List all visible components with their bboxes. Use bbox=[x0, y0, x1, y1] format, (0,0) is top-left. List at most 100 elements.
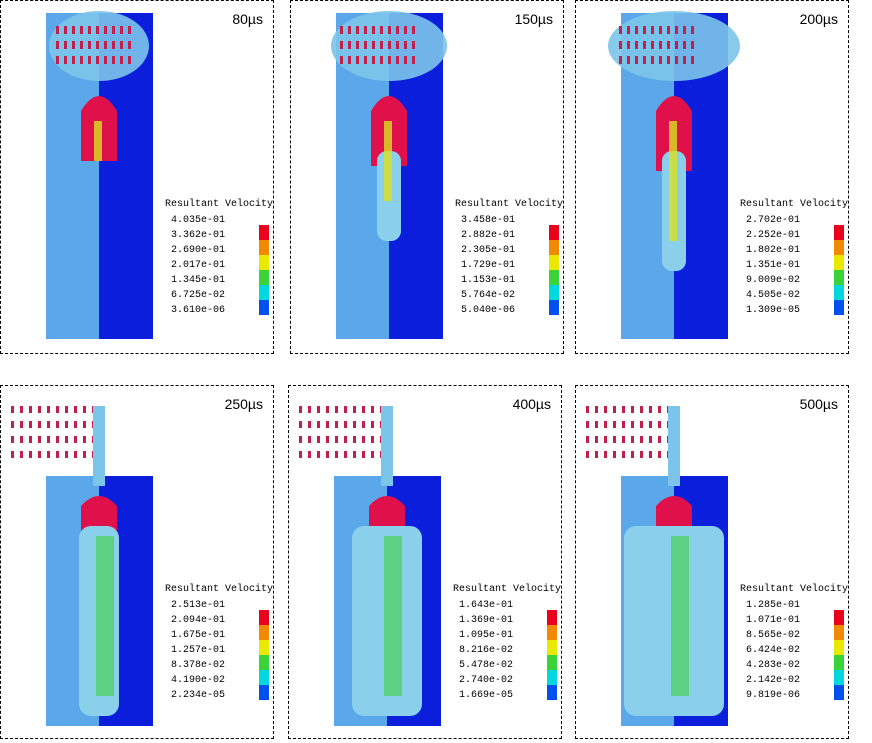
fragment bbox=[128, 41, 131, 49]
legend-title: Resultant Velocity bbox=[455, 199, 564, 210]
legend-value: 4.190e-02 bbox=[171, 675, 226, 686]
fragment bbox=[627, 26, 630, 34]
fragment bbox=[396, 26, 399, 34]
legend-swatch bbox=[549, 270, 559, 285]
fragment bbox=[326, 421, 329, 428]
fragment bbox=[65, 421, 68, 428]
fragment bbox=[356, 56, 359, 64]
velocity-core bbox=[669, 121, 677, 241]
fragment bbox=[83, 436, 86, 443]
legend-swatch bbox=[259, 270, 269, 285]
fragment bbox=[667, 56, 670, 64]
sim-panel: 80µs Resultant Velocity 4.035e-01 3.362e-01… bbox=[0, 0, 274, 354]
legend-swatch bbox=[259, 255, 269, 270]
fragment bbox=[353, 451, 356, 458]
sim-image bbox=[46, 11, 269, 339]
fragment bbox=[353, 421, 356, 428]
fragment bbox=[56, 421, 59, 428]
fragment bbox=[340, 41, 343, 49]
legend-value: 2.740e-02 bbox=[459, 675, 514, 686]
fragment bbox=[88, 41, 91, 49]
fragment bbox=[396, 56, 399, 64]
sim-image bbox=[331, 11, 559, 339]
sim-panel: 400µs Resultant Velocity 1.643e-01 1.369e-0… bbox=[288, 385, 562, 739]
fragment bbox=[651, 56, 654, 64]
fragment bbox=[372, 41, 375, 49]
fragment bbox=[619, 56, 622, 64]
fragment bbox=[658, 436, 661, 443]
legend-value: 1.153e-01 bbox=[461, 275, 516, 286]
legend-value: 1.309e-05 bbox=[746, 305, 801, 316]
projectile bbox=[81, 496, 117, 536]
legend-swatch bbox=[547, 655, 557, 670]
legend-swatch bbox=[549, 285, 559, 300]
fragment bbox=[396, 41, 399, 49]
fragment bbox=[335, 451, 338, 458]
fragment bbox=[412, 56, 415, 64]
fragment bbox=[595, 421, 598, 428]
legend-value: 1.729e-01 bbox=[461, 260, 516, 271]
fragment bbox=[631, 451, 634, 458]
fragment bbox=[353, 436, 356, 443]
legend-value: 4.505e-02 bbox=[746, 290, 801, 301]
fragment bbox=[64, 56, 67, 64]
fragment bbox=[29, 436, 32, 443]
fragment bbox=[335, 421, 338, 428]
legend-swatch bbox=[834, 255, 844, 270]
legend-value: 2.142e-02 bbox=[746, 675, 801, 686]
fragment bbox=[658, 406, 661, 413]
legend-value: 1.351e-01 bbox=[746, 260, 801, 271]
legend-value: 2.252e-01 bbox=[746, 230, 801, 241]
legend-swatch bbox=[547, 685, 557, 700]
fragment bbox=[56, 56, 59, 64]
fragment bbox=[683, 26, 686, 34]
sim-image bbox=[608, 11, 844, 339]
fragment bbox=[348, 41, 351, 49]
legend-swatch bbox=[259, 285, 269, 300]
fragment bbox=[335, 436, 338, 443]
fragment bbox=[11, 421, 14, 428]
fragment bbox=[586, 406, 589, 413]
fragment bbox=[371, 421, 374, 428]
fragment bbox=[364, 56, 367, 64]
fragment bbox=[640, 451, 643, 458]
fragment bbox=[651, 26, 654, 34]
fragment bbox=[631, 436, 634, 443]
velocity-core bbox=[384, 121, 392, 201]
legend-swatch bbox=[834, 300, 844, 315]
fragment bbox=[344, 421, 347, 428]
legend-swatch bbox=[259, 640, 269, 655]
fragment bbox=[47, 406, 50, 413]
fragment bbox=[640, 436, 643, 443]
fragment bbox=[595, 451, 598, 458]
fragment bbox=[299, 451, 302, 458]
legend-value: 9.009e-02 bbox=[746, 275, 801, 286]
fragment bbox=[622, 451, 625, 458]
velocity-core bbox=[94, 121, 102, 161]
fragment bbox=[649, 436, 652, 443]
legend-swatch bbox=[259, 655, 269, 670]
fragment bbox=[299, 436, 302, 443]
fragment bbox=[404, 41, 407, 49]
fragment bbox=[356, 26, 359, 34]
sim-panel: 500µs Resultant Velocity 1.285e-01 1.071e-0… bbox=[575, 385, 849, 739]
fragment bbox=[659, 56, 662, 64]
fragment bbox=[675, 26, 678, 34]
legend-swatch bbox=[549, 240, 559, 255]
sim-image bbox=[586, 406, 844, 726]
legend-value: 3.610e-06 bbox=[171, 305, 226, 316]
legend-value: 2.234e-05 bbox=[171, 690, 226, 701]
fragment bbox=[631, 421, 634, 428]
time-label: 400µs bbox=[512, 396, 551, 412]
velocity-core bbox=[671, 536, 689, 696]
legend-value: 4.283e-02 bbox=[746, 660, 801, 671]
fragment bbox=[20, 421, 23, 428]
fragment bbox=[404, 26, 407, 34]
fragment bbox=[20, 406, 23, 413]
fragment bbox=[56, 41, 59, 49]
fragment bbox=[659, 26, 662, 34]
fragment bbox=[635, 41, 638, 49]
fragment bbox=[667, 26, 670, 34]
fragment bbox=[326, 406, 329, 413]
legend-swatch bbox=[834, 670, 844, 685]
